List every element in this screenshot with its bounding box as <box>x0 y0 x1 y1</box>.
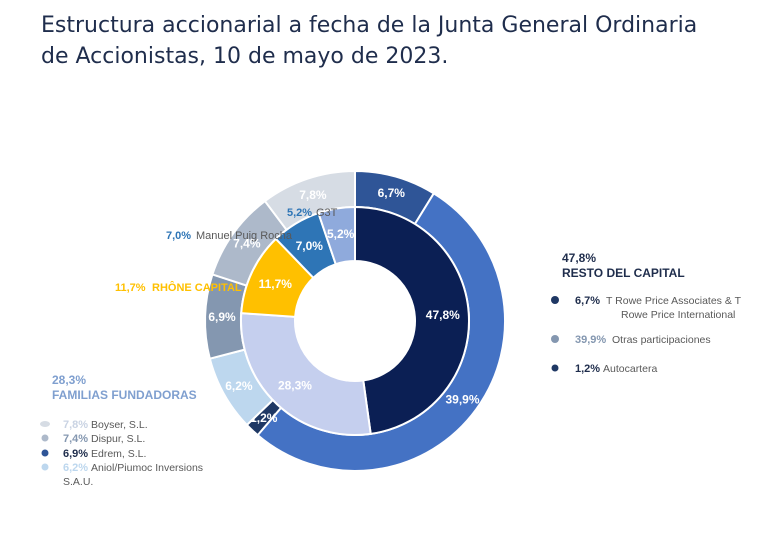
legend-resto: 47,8% RESTO DEL CAPITAL 6,7% T Rowe Pric… <box>551 251 742 375</box>
legend-familias-item-4-name: Aniol/Piumoc Inversions <box>91 462 203 474</box>
legend-resto-item-2-name: Otras participaciones <box>612 334 711 346</box>
legend-familias: 28,3% FAMILIAS FUNDADORAS 7,8% Boyser, S… <box>40 373 203 488</box>
legend-resto-item-1-name: T Rowe Price Associates & T <box>606 295 742 307</box>
callout-g3t: 5,2% G3T <box>287 207 338 219</box>
inner-slice-2 <box>240 312 372 436</box>
inner-slice-3-label: 11,7% <box>259 277 293 291</box>
legend-familias-heading: FAMILIAS FUNDADORAS <box>52 388 197 402</box>
legend-familias-item-2-name: Dispur, S.L. <box>91 433 145 445</box>
outer-slice-7-label: 7,8% <box>299 188 327 202</box>
callout-rhone: 11,7% RHÔNE CAPITAL <box>115 281 242 294</box>
inner-slice-5-label: 5,2% <box>327 227 355 241</box>
legend-resto-item-2-pct: 39,9% <box>575 334 606 346</box>
legend-resto-item-2-dot <box>551 335 559 343</box>
inner-slice-2-label: 28,3% <box>278 378 312 392</box>
legend-resto-item-1-dot <box>551 296 559 304</box>
legend-resto-pct: 47,8% <box>562 251 596 265</box>
callout-g3t-name: G3T <box>316 207 338 219</box>
legend-familias-item-2-dot <box>41 434 49 442</box>
callout-rhone-name: RHÔNE CAPITAL <box>152 281 242 294</box>
callout-puig: 7,0% Manuel Puig Rocha <box>166 230 293 242</box>
callout-puig-name: Manuel Puig Rocha <box>196 230 293 242</box>
outer-slice-2-label: 39,9% <box>445 392 479 406</box>
legend-resto-item-1-name2: Rowe Price International <box>621 309 735 321</box>
inner-ring: 47,8%28,3%11,7%7,0%5,2% <box>240 205 470 436</box>
legend-familias-item-4-pct: 6,2% <box>63 462 88 474</box>
legend-familias-pct: 28,3% <box>52 373 86 387</box>
legend-familias-item-3-pct: 6,9% <box>63 448 88 460</box>
legend-resto-item-3-name: Autocartera <box>603 363 657 375</box>
legend-familias-item-4-name2: S.A.U. <box>63 476 93 488</box>
callout-rhone-pct: 11,7% <box>115 282 146 294</box>
legend-familias-item-1-name: Boyser, S.L. <box>91 419 148 431</box>
legend-familias-item-4-dot <box>41 463 49 471</box>
legend-resto-item-3-pct: 1,2% <box>575 363 600 375</box>
outer-slice-5-label: 6,9% <box>208 310 236 324</box>
inner-slice-5 <box>317 205 356 266</box>
inner-slice-4-label: 7,0% <box>296 239 324 253</box>
legend-resto-heading: RESTO DEL CAPITAL <box>562 266 685 280</box>
callout-puig-pct: 7,0% <box>166 230 191 242</box>
legend-familias-item-2-pct: 7,4% <box>63 433 88 445</box>
legend-familias-item-1-pct: 7,8% <box>63 419 88 431</box>
legend-familias-item-3-dot <box>41 449 49 457</box>
inner-slice-1 <box>354 205 470 436</box>
chart-title: Estructura accionarial a fecha de la Jun… <box>41 13 698 69</box>
outer-slice-1-label: 6,7% <box>378 186 406 200</box>
outer-slice-4-label: 6,2% <box>225 379 253 393</box>
inner-slice-1-label: 47,8% <box>426 308 460 322</box>
legend-familias-item-3-name: Edrem, S.L. <box>91 448 146 460</box>
legend-resto-item-1-pct: 6,7% <box>575 295 600 307</box>
outer-slice-6-label: 7,4% <box>233 237 261 251</box>
legend-resto-item-3-dot <box>551 364 559 372</box>
callout-g3t-pct: 5,2% <box>287 207 312 219</box>
legend-familias-item-1-dot <box>40 421 50 427</box>
